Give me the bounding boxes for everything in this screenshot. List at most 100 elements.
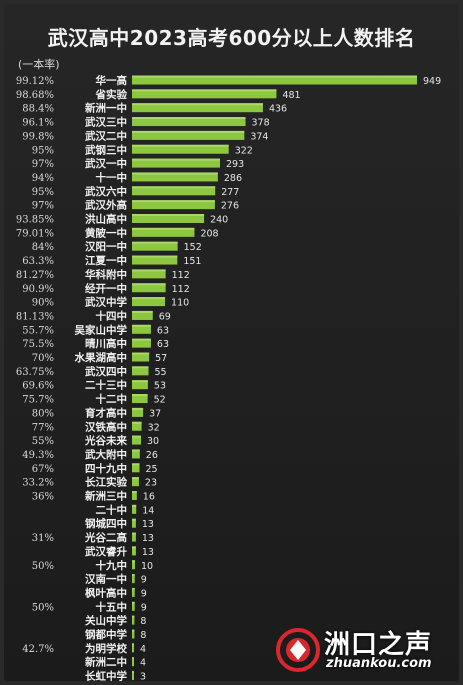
category-label: 十二中 (96, 393, 128, 406)
category-label: 关山中学 (85, 614, 127, 627)
bar (132, 144, 229, 154)
rate-label: 50% (32, 561, 54, 572)
category-label: 武汉四中 (85, 365, 127, 378)
bar (132, 338, 151, 348)
bar-highlight (132, 255, 178, 258)
bar-highlight (132, 366, 149, 369)
rate-label: 63.75% (16, 367, 54, 378)
rate-label: 90.9% (22, 284, 54, 295)
value-label: 949 (423, 76, 441, 87)
bar-highlight (132, 518, 136, 521)
value-label: 25 (146, 464, 158, 475)
rate-label: 69.6% (22, 381, 54, 392)
category-label: 十五中 (96, 600, 128, 613)
value-label: 4 (140, 658, 146, 669)
value-label: 63 (157, 339, 169, 350)
category-label: 晴川高中 (85, 337, 127, 350)
rate-label: 81.27% (16, 270, 54, 281)
bar (132, 421, 142, 431)
rate-label: 90% (32, 298, 54, 309)
bar-highlight (132, 89, 277, 92)
category-label: 育才高中 (85, 406, 127, 419)
bar (132, 574, 135, 584)
value-label: 37 (149, 408, 161, 419)
rate-label: 88.4% (22, 104, 54, 115)
value-label: 322 (235, 145, 253, 156)
category-label: 新洲三中 (85, 490, 127, 503)
category-label: 江夏一中 (85, 254, 127, 267)
bar (132, 380, 148, 390)
watermark: 洲口之声 zhuankou.com (276, 622, 456, 680)
bar-highlight (132, 310, 153, 313)
value-label: 151 (183, 256, 201, 267)
bar-highlight (132, 172, 218, 175)
value-label: 9 (141, 575, 147, 586)
bar-highlight (132, 615, 135, 618)
bar-highlight (132, 546, 136, 549)
bar (132, 518, 136, 528)
bar (132, 172, 218, 182)
category-label: 钢城四中 (85, 517, 127, 530)
category-label: 光谷未来 (84, 434, 127, 447)
bar (132, 89, 277, 99)
category-label: 省实验 (95, 88, 128, 101)
value-label: 13 (142, 547, 154, 558)
bar (132, 283, 166, 293)
bar-highlight (132, 532, 136, 535)
value-label: 13 (142, 519, 154, 530)
watermark-logo-icon (276, 628, 320, 672)
bar (132, 477, 139, 487)
value-label: 152 (184, 242, 202, 253)
category-label: 十一中 (96, 171, 128, 184)
bar-highlight (132, 657, 134, 660)
bar (132, 130, 245, 140)
value-label: 53 (154, 381, 166, 392)
bar-highlight (132, 103, 263, 106)
bar-highlight (132, 269, 166, 272)
bar-highlight (132, 449, 140, 452)
bar-highlight (132, 463, 140, 466)
value-label: 112 (172, 270, 190, 281)
bar-highlight (132, 477, 139, 480)
category-label: 汉铁高中 (85, 420, 127, 433)
bar (132, 629, 135, 639)
bar (132, 103, 263, 113)
rate-label: 77% (32, 422, 54, 433)
bar (132, 560, 136, 570)
category-label: 钢都中学 (85, 628, 127, 641)
bar (132, 643, 134, 653)
value-label: 30 (147, 436, 159, 447)
bar-highlight (132, 394, 148, 397)
category-label: 枫叶高中 (85, 586, 127, 599)
value-label: 32 (148, 422, 160, 433)
bar (132, 449, 140, 459)
category-label: 武汉二中 (85, 129, 127, 142)
bar-highlight (132, 491, 137, 493)
value-label: 14 (142, 505, 154, 516)
bar (132, 587, 135, 597)
value-label: 378 (252, 118, 270, 129)
value-label: 16 (143, 492, 155, 503)
value-label: 4 (140, 644, 146, 655)
bar (132, 117, 246, 127)
bar-highlight (132, 75, 417, 78)
bar (132, 657, 134, 667)
bar-highlight (132, 671, 134, 674)
bar-highlight (132, 297, 166, 300)
rate-label: 99.12% (16, 76, 54, 87)
category-label: 武钢三中 (85, 143, 127, 156)
rate-label: 94% (32, 173, 54, 184)
bar-highlight (132, 144, 229, 147)
bar (132, 601, 135, 611)
chart-title: 武汉高中2023高考600分以上人数排名 (47, 26, 416, 50)
rate-label: 55.7% (22, 325, 54, 336)
bar (132, 366, 149, 376)
bar-highlight (132, 629, 135, 632)
rate-label: 99.8% (22, 131, 54, 142)
bar-highlight (132, 214, 205, 216)
bar (132, 75, 417, 85)
category-label: 十四中 (96, 309, 128, 322)
value-label: 10 (141, 561, 153, 572)
bar-highlight (132, 283, 166, 286)
